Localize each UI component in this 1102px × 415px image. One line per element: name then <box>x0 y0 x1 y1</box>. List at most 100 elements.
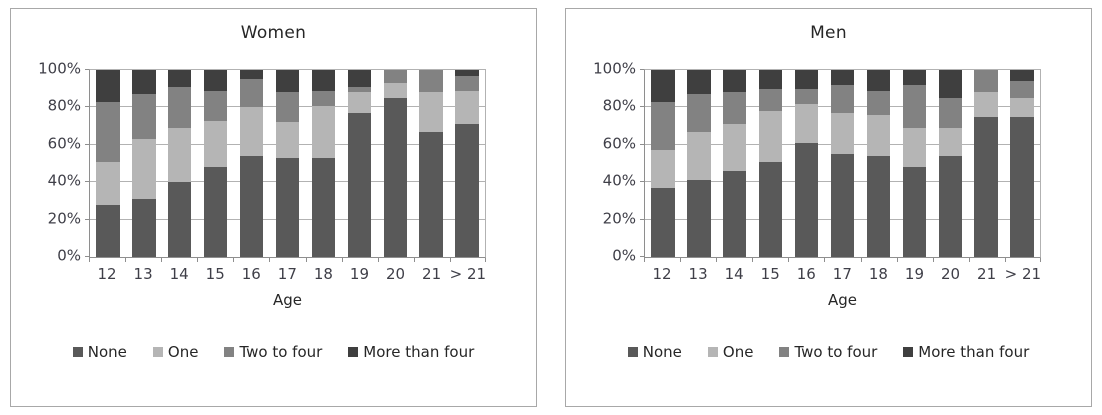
legend-swatch <box>224 347 235 357</box>
men-chart-body: 0% 20% 40% 60% 80% 100% 12 13 14 15 16 17 18 19 20 21 >… <box>566 61 1091 309</box>
stacked-bar <box>96 70 120 257</box>
men-chart-title: Men <box>810 23 847 43</box>
bar-segment <box>759 161 783 257</box>
bar-slot <box>968 70 1004 257</box>
stacked-bar <box>759 70 783 257</box>
bar-segment <box>902 167 926 257</box>
x-tick-mark <box>269 258 271 262</box>
bar-slot <box>789 70 825 257</box>
x-tick-mark <box>233 258 235 262</box>
y-tick-label: 0% <box>612 246 636 265</box>
y-tick-mark <box>640 143 644 145</box>
legend-swatch <box>627 347 638 357</box>
bar-slot <box>90 70 126 257</box>
bar-segment <box>311 90 336 106</box>
y-tick-label: 80% <box>47 96 81 115</box>
y-tick-mark <box>85 69 89 70</box>
bar-segment <box>96 204 120 257</box>
bar-segment <box>723 124 747 171</box>
x-tick-label: 19 <box>349 265 370 283</box>
bar-segment <box>687 131 711 181</box>
bar-segment <box>830 154 855 257</box>
bar-slot <box>234 70 270 257</box>
bar-segment <box>938 70 962 99</box>
bar-segment <box>347 113 371 257</box>
women-x-axis-title: Age <box>272 291 302 309</box>
bar-segment <box>383 98 407 257</box>
bar-segment <box>204 70 228 91</box>
x-tick-label: 14 <box>724 265 744 283</box>
y-tick-label: 0% <box>57 246 81 265</box>
bar-segment <box>938 156 962 257</box>
men-y-axis: 0% 20% 40% 60% 80% 100% <box>582 61 644 263</box>
bar-segment <box>204 90 228 121</box>
stacked-bar <box>383 70 407 257</box>
bar-slot <box>341 70 377 257</box>
bar-segment <box>455 75 479 91</box>
stacked-bar <box>830 70 855 257</box>
bar-slot <box>717 70 753 257</box>
stacked-bar <box>866 70 891 257</box>
stacked-bar <box>275 70 300 257</box>
stacked-bar <box>168 70 192 257</box>
legend-swatch <box>707 347 718 357</box>
bar-segment <box>275 157 300 257</box>
x-tick-label: 21 <box>422 265 442 283</box>
y-tick-label: 60% <box>602 134 636 153</box>
legend-item: None <box>627 343 682 361</box>
x-tick-label: 15 <box>205 265 225 283</box>
bar-segment <box>651 187 675 257</box>
bar-segment <box>96 70 120 102</box>
bar-segment <box>419 70 443 93</box>
x-tick-label: 16 <box>241 265 261 283</box>
bar-segment <box>830 84 855 114</box>
y-tick-mark <box>85 256 89 257</box>
bar-segment <box>132 70 156 95</box>
legend-label: One <box>722 343 754 361</box>
x-tick-label: 12 <box>97 265 117 283</box>
x-tick-mark <box>341 258 343 262</box>
x-tick-label: 13 <box>133 265 153 283</box>
legend-item: Two to four <box>779 343 877 361</box>
women-plot-column: 12 13 14 15 16 17 18 19 20 21 > 21 Age <box>85 69 486 309</box>
bar-segment <box>1010 81 1034 99</box>
legend-item: More than four <box>348 343 474 361</box>
x-tick-mark <box>860 258 862 262</box>
bar-segment <box>794 142 819 257</box>
bar-segment <box>311 157 336 257</box>
women-y-axis: 0% 20% 40% 60% 80% 100% <box>27 61 89 263</box>
bar-segment <box>168 127 192 183</box>
bar-segment <box>311 70 336 91</box>
bar-segment <box>419 131 443 257</box>
bar-slot <box>377 70 413 257</box>
bar-slot <box>126 70 162 257</box>
bar-segment <box>311 105 336 158</box>
x-tick-mark <box>377 258 379 262</box>
x-tick-mark <box>824 258 826 262</box>
y-tick-label: 100% <box>38 59 81 78</box>
bar-segment <box>723 170 747 257</box>
x-tick-mark <box>968 258 970 262</box>
x-tick-mark <box>89 258 90 262</box>
legend-label: Two to four <box>794 343 878 361</box>
y-tick-label: 60% <box>47 134 81 153</box>
women-bars <box>90 70 485 257</box>
stacked-bar <box>938 70 962 257</box>
bar-segment <box>275 92 300 123</box>
x-tick-label: 15 <box>760 265 780 283</box>
bar-slot <box>932 70 968 257</box>
bar-segment <box>1010 70 1034 82</box>
stacked-bar <box>239 70 264 257</box>
stacked-bar <box>204 70 228 257</box>
bar-segment <box>347 92 371 114</box>
y-tick-label: 80% <box>602 96 636 115</box>
x-tick-label: 19 <box>904 265 925 283</box>
bar-segment <box>938 127 962 157</box>
bar-segment <box>347 86 371 93</box>
stacked-bar <box>419 70 443 257</box>
bar-segment <box>938 98 962 128</box>
bar-segment <box>96 101 120 162</box>
x-tick-label: 16 <box>796 265 816 283</box>
bar-segment <box>687 70 711 95</box>
